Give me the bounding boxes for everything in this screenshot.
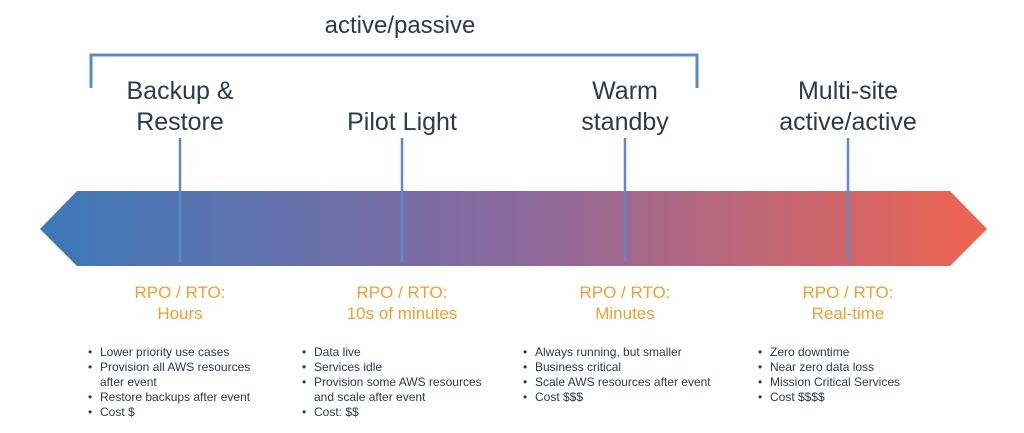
rpo-value: Real-time [811,304,885,323]
bullet-list-warm-standby: Always running, but smaller Business cri… [521,345,711,405]
list-item: Cost $ [86,405,250,420]
list-item: Zero downtime [756,345,900,360]
rpo-rto-backup-restore: RPO / RTO: Hours [70,282,290,324]
rpo-value: Minutes [595,304,655,323]
spectrum-arrow [40,191,987,266]
bullet-text: Mission Critical Services [770,375,901,389]
bullet-text: Always running, but smaller [535,345,682,359]
bullet-text: Provision some AWS resources [314,375,482,389]
list-item: Always running, but smaller [521,345,711,360]
title-line: Pilot Light [347,108,457,136]
bullet-list-multi-site: Zero downtime Near zero data loss Missio… [756,345,900,405]
bullet-text: Scale AWS resources after event [535,375,711,389]
title-line: Warm [592,77,658,105]
bullet-text: Zero downtime [770,345,850,359]
bullet-text: Cost $ [100,405,135,419]
title-line: Backup & [126,77,234,105]
rpo-value: Hours [157,304,203,323]
title-line: Restore [136,108,224,136]
bullet-text: Provision all AWS resources [100,360,251,374]
list-item: Business critical [521,360,711,375]
strategy-title-backup-restore: Backup & Restore [80,76,280,138]
list-item: Restore backups after event [86,390,250,405]
bullet-text-cont: and scale after event [314,390,426,404]
list-item: Mission Critical Services [756,375,900,390]
bullet-text: Restore backups after event [100,390,251,404]
title-line: active/active [779,108,917,136]
rpo-label: RPO / RTO: [134,283,226,302]
rpo-label: RPO / RTO: [356,283,448,302]
rpo-value: 10s of minutes [346,304,458,323]
bullet-list-backup-restore: Lower priority use cases Provision all A… [86,345,250,420]
bullet-text: Cost $$$$ [770,390,825,404]
bullet-text: Data live [314,345,361,359]
bullet-text: Lower priority use cases [100,345,230,359]
list-item: Scale AWS resources after event [521,375,711,390]
bullet-text: Services idle [314,360,383,374]
strategy-title-pilot-light: Pilot Light [302,107,502,138]
rpo-rto-pilot-light: RPO / RTO: 10s of minutes [292,282,512,324]
bullet-text: Cost $$$ [535,390,584,404]
list-item: Cost $$$$ [756,390,900,405]
bullet-text-cont: after event [100,375,157,389]
strategy-title-multi-site: Multi-site active/active [748,76,948,138]
list-item: Data live [300,345,482,360]
list-item: Lower priority use cases [86,345,250,360]
list-item: Cost $$$ [521,390,711,405]
rpo-rto-multi-site: RPO / RTO: Real-time [738,282,958,324]
list-item: Near zero data loss [756,360,900,375]
rpo-label: RPO / RTO: [579,283,671,302]
bullet-text: Cost: $$ [314,405,359,419]
title-line: Multi-site [797,77,898,105]
list-item: Services idle [300,360,482,375]
group-label-active-passive: active/passive [324,12,476,39]
bullet-text: Near zero data loss [770,360,875,374]
strategy-title-warm-standby: Warm standby [525,76,725,138]
rpo-label: RPO / RTO: [802,283,894,302]
bullet-text: Business critical [535,360,622,374]
title-line: standby [581,108,669,136]
active-passive-bracket [89,53,699,88]
bullet-list-pilot-light: Data live Services idle Provision some A… [300,345,482,420]
list-item: Cost: $$ [300,405,482,420]
rpo-rto-warm-standby: RPO / RTO: Minutes [515,282,735,324]
